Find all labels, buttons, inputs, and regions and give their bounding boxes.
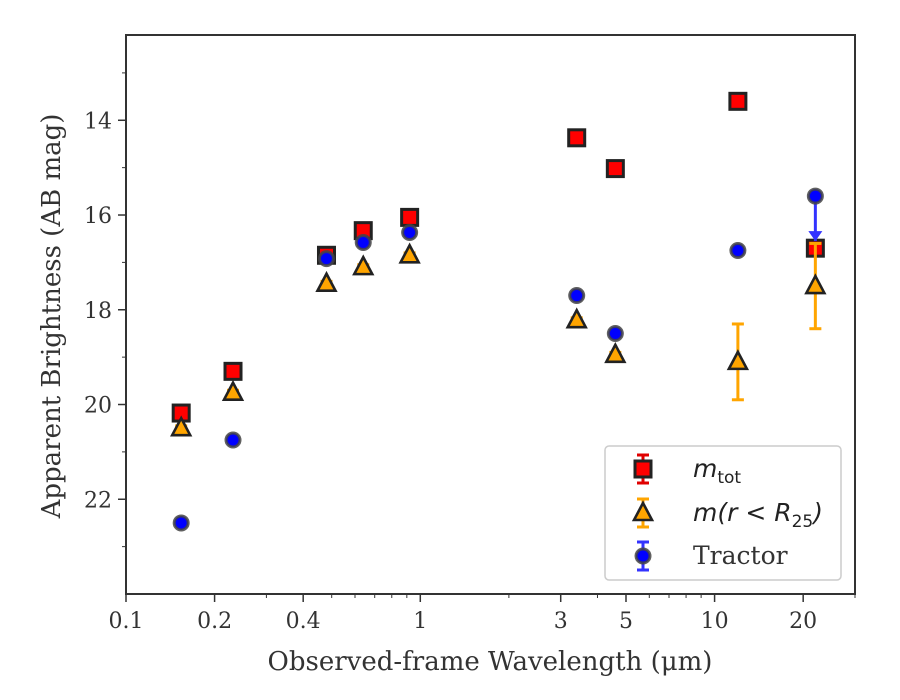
marker-m-r25 [565,307,588,329]
y-tick-label: 16 [84,204,112,229]
x-tick-label: 20 [789,609,817,634]
legend-label: mtot [693,454,741,488]
y-axis-label: Apparent Brightness (AB mag) [37,114,67,520]
y-tick-label: 18 [84,299,112,324]
marker-m-r25 [804,273,827,295]
marker-m-r25 [221,379,245,401]
marker-m-r25 [398,242,421,264]
marker-m-r25 [170,415,193,437]
marker-m-r25 [315,270,338,293]
x-tick-label: 0.1 [109,609,144,634]
y-tick-label: 14 [84,109,112,134]
plot-frame [125,34,856,595]
x-tick-label: 0.2 [197,609,232,634]
marker-m-tot [400,207,420,227]
marker-tractor [224,431,242,449]
marker-m-r25 [726,349,750,371]
marker-m-tot [223,361,243,381]
marker-tractor [401,224,419,242]
series-m-r25 [170,241,827,437]
marker-m-r25 [352,254,375,276]
legend-marker [633,459,653,479]
legend-marker [631,500,655,522]
marker-m-tot [567,128,587,148]
x-tick-label: 1 [413,609,427,634]
x-tick-label: 10 [701,609,729,634]
x-tick-label: 5 [619,609,633,634]
legend-entry-m-r25: m(r < R25) [631,497,823,532]
legend: mtot m(r < R25) Tractor [604,445,842,581]
legend-frame [604,445,842,581]
x-axis-label: Observed-frame Wavelength (μm) [268,647,713,677]
series-tractor [172,187,824,532]
axis-ticks: 0.1 0.2 0.4 1 3 5 10 20 14 16 18 20 22 [84,72,856,634]
data-layer [170,91,827,532]
series-m-tot [171,91,825,423]
marker-m-tot [728,91,748,111]
legend-entry-tractor: Tractor [634,540,788,572]
marker-tractor [172,514,190,532]
y-tick-label: 22 [84,488,112,513]
marker-tractor [606,324,624,342]
legend-label: Tractor [693,541,788,570]
legend-marker [634,547,652,565]
marker-tractor [729,242,747,260]
marker-m-r25 [604,341,627,364]
marker-tractor [806,187,824,205]
marker-tractor [568,287,586,305]
legend-entry-m-tot: mtot [633,453,741,488]
marker-tractor [317,250,335,268]
x-tick-label: 0.4 [286,609,321,634]
y-tick-label: 20 [84,394,112,419]
legend-label: m(r < R25) [693,498,823,532]
marker-m-tot [605,159,625,179]
x-tick-label: 3 [554,609,568,634]
marker-tractor [354,233,372,251]
